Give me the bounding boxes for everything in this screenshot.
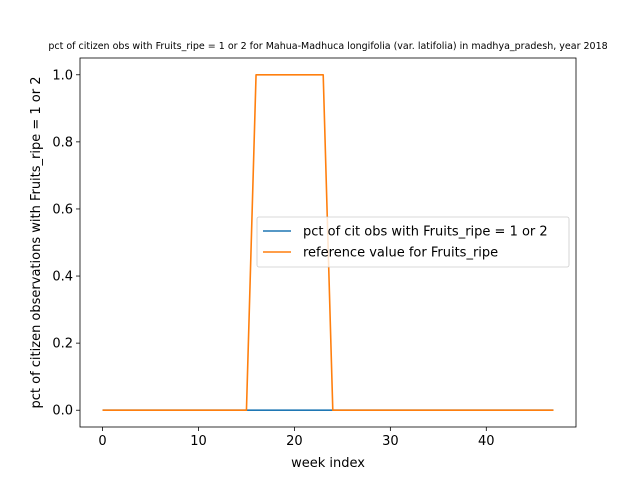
x-tick-label: 20 — [286, 434, 303, 449]
x-tick-label: 10 — [190, 434, 207, 449]
x-tick-label: 30 — [382, 434, 399, 449]
y-tick-label: 0.6 — [52, 202, 73, 217]
legend-box — [256, 216, 570, 268]
y-tick-label: 0.4 — [52, 270, 73, 285]
y-axis-label: pct of citizen observations with Fruits_… — [29, 76, 44, 408]
chart-title: pct of citizen obs with Fruits_ripe = 1 … — [48, 41, 607, 52]
y-tick-label: 1.0 — [52, 68, 73, 83]
y-axis-ticks: 0.0 0.2 0.4 0.6 0.8 1.0 — [52, 68, 80, 419]
legend-label-2: reference value for Fruits_ripe — [303, 246, 498, 261]
y-tick-label: 0.2 — [52, 337, 73, 352]
x-axis-ticks: 0 10 20 30 40 — [98, 427, 495, 449]
x-tick-label: 40 — [478, 434, 495, 449]
x-axis-label: week index — [291, 456, 365, 471]
x-tick-label: 0 — [98, 434, 106, 449]
y-tick-label: 0.0 — [52, 404, 73, 419]
legend-label-1: pct of cit obs with Fruits_ripe = 1 or 2 — [303, 225, 548, 240]
legend: pct of cit obs with Fruits_ripe = 1 or 2… — [256, 216, 570, 268]
axes-frame — [79, 57, 577, 428]
y-tick-label: 0.8 — [52, 135, 73, 150]
